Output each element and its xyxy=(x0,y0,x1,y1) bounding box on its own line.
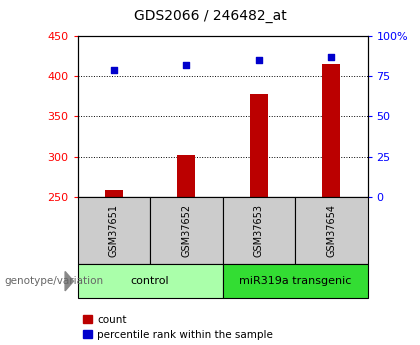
Bar xyxy=(223,197,295,264)
Bar xyxy=(177,155,195,197)
Point xyxy=(328,54,335,60)
Bar xyxy=(78,264,223,298)
Point xyxy=(110,67,117,73)
Bar xyxy=(295,197,368,264)
Bar xyxy=(105,190,123,197)
Polygon shape xyxy=(65,272,73,291)
Bar xyxy=(322,64,340,197)
Text: GDS2066 / 246482_at: GDS2066 / 246482_at xyxy=(134,9,286,23)
Point xyxy=(255,58,262,63)
Text: miR319a transgenic: miR319a transgenic xyxy=(239,276,351,286)
Bar xyxy=(150,197,223,264)
Text: GSM37653: GSM37653 xyxy=(254,204,264,257)
Legend: count, percentile rank within the sample: count, percentile rank within the sample xyxy=(83,315,273,340)
Text: control: control xyxy=(131,276,169,286)
Bar xyxy=(223,264,368,298)
Text: GSM37651: GSM37651 xyxy=(109,204,119,257)
Text: GSM37654: GSM37654 xyxy=(326,204,336,257)
Text: genotype/variation: genotype/variation xyxy=(4,276,103,286)
Bar xyxy=(78,197,150,264)
Text: GSM37652: GSM37652 xyxy=(181,204,192,257)
Bar xyxy=(250,94,268,197)
Point xyxy=(183,62,190,68)
